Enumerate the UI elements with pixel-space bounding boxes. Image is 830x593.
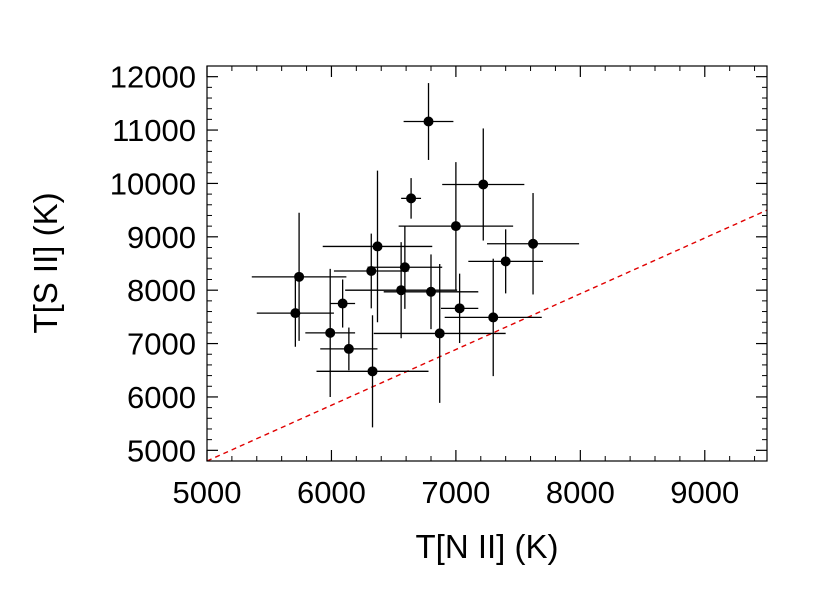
point-marker — [426, 286, 436, 297]
point-marker — [343, 343, 354, 354]
data-point-19 — [320, 327, 378, 371]
x-tick-label: 6000 — [297, 475, 366, 510]
data-point-9 — [333, 233, 409, 309]
y-axis-title: T[S II] (K) — [27, 192, 64, 333]
point-marker — [290, 308, 301, 319]
point-marker — [294, 271, 305, 282]
point-marker — [367, 366, 378, 377]
point-marker — [478, 179, 489, 190]
data-point-14 — [440, 273, 479, 344]
point-marker — [500, 256, 511, 267]
data-point-8 — [367, 225, 443, 309]
plot-frame — [206, 65, 768, 462]
data-point-12 — [383, 254, 479, 330]
point-marker — [366, 265, 377, 276]
data-point-7 — [468, 229, 543, 294]
reference-line — [207, 209, 767, 461]
axis-ticks — [206, 66, 767, 461]
point-marker — [406, 193, 417, 204]
y-tick-label: 10000 — [110, 166, 196, 201]
data-point-10 — [251, 212, 347, 341]
data-point-15 — [256, 279, 334, 347]
point-marker — [454, 303, 465, 314]
point-marker — [337, 298, 348, 309]
x-tick-label: 9000 — [670, 475, 739, 510]
point-marker — [488, 312, 499, 323]
data-point-6 — [322, 170, 433, 323]
data-point-3 — [401, 178, 422, 219]
x-tick-labels: 5000 6000 7000 8000 9000 — [173, 475, 740, 510]
y-tick-label: 11000 — [112, 113, 196, 148]
y-tick-label: 12000 — [110, 60, 196, 95]
y-tick-label: 5000 — [127, 433, 196, 468]
data-point-4 — [398, 162, 514, 291]
point-marker — [396, 285, 407, 296]
x-tick-label: 5000 — [173, 475, 242, 510]
point-marker — [423, 116, 434, 127]
y-tick-label: 7000 — [127, 327, 196, 362]
point-marker — [450, 221, 461, 232]
x-axis-title: T[N II] (K) — [416, 528, 559, 565]
y-tick-label: 6000 — [127, 380, 196, 415]
data-point-16 — [444, 258, 542, 377]
y-tick-label: 9000 — [127, 220, 196, 255]
x-tick-label: 8000 — [546, 475, 615, 510]
data-point-1 — [403, 83, 454, 160]
data-point-20 — [316, 315, 429, 428]
data-point-13 — [330, 279, 356, 328]
y-tick-labels: 5000 6000 7000 8000 9000 10000 11000 12000 — [110, 60, 196, 469]
x-tick-label: 7000 — [421, 475, 490, 510]
data-point-18 — [373, 264, 506, 403]
reference-line-layer — [207, 209, 767, 461]
point-marker — [325, 327, 336, 338]
point-marker — [528, 238, 539, 249]
point-marker — [434, 328, 445, 339]
data-point-5 — [487, 193, 580, 295]
y-tick-label: 8000 — [127, 273, 196, 308]
point-marker — [372, 241, 383, 252]
data-point-17 — [305, 268, 356, 397]
data-point-11 — [345, 242, 458, 339]
point-marker — [399, 262, 410, 273]
data-points-layer — [251, 83, 580, 428]
